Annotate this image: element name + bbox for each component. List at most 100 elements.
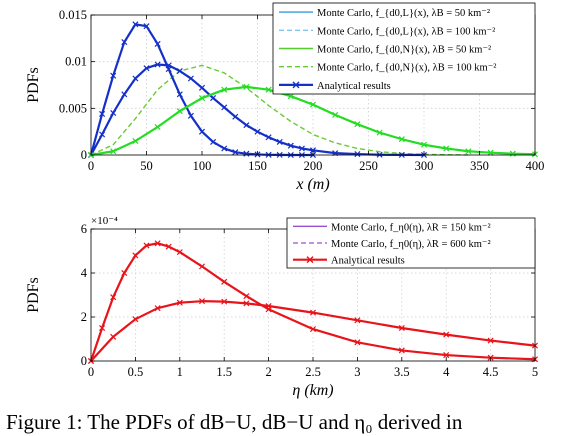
x-tick-label: 0.5 xyxy=(128,365,144,379)
y-tick-label: 0.01 xyxy=(65,55,87,69)
x-tick-label: 4 xyxy=(443,365,450,379)
analytical-marker xyxy=(309,147,317,154)
x-axis-label: η (km) xyxy=(292,382,333,399)
x-tick-label: 2 xyxy=(265,365,271,379)
analytical-marker xyxy=(265,86,272,93)
analytical-marker xyxy=(198,95,206,102)
analytical-marker xyxy=(332,111,339,118)
analytical-marker xyxy=(398,347,405,354)
analytical-marker xyxy=(376,129,383,136)
x-tick-label: 100 xyxy=(193,159,212,173)
analytical-marker xyxy=(187,75,194,82)
analytical-marker xyxy=(154,123,161,131)
y-tick-label: 0.015 xyxy=(59,8,87,22)
chart-panel-2: 0 0.5 1 1.5 2 2.5 3 3.5 4 4.5 5 0 2 4 6 ×10⁻⁴ η (km) PDFs… xyxy=(25,215,538,399)
legend-entry-label: Analytical results xyxy=(331,256,405,267)
legend-entry-label: Monte Carlo, f_{d0,L}(x), λB = 100 km⁻² xyxy=(317,26,495,37)
analytical-marker xyxy=(287,93,294,100)
analytical-marker xyxy=(398,136,405,143)
analytical-marker xyxy=(143,65,150,72)
legend-entry-label: Monte Carlo, f_{d0,N}(x), λB = 100 km⁻² xyxy=(317,63,496,74)
analytical-marker xyxy=(176,249,183,256)
legend-entry-label: Monte Carlo, f_{d0,L}(x), λB = 50 km⁻² xyxy=(317,8,490,19)
analytical-marker xyxy=(176,108,183,115)
analytical-marker xyxy=(210,138,217,145)
legend: Monte Carlo, f_η0(η), λR = 150 km⁻² Monte… xyxy=(286,217,536,269)
analytical-marker xyxy=(99,110,106,117)
x-tick-label: 50 xyxy=(140,159,153,173)
analytical-marker xyxy=(254,128,261,135)
x-tick-label: 5 xyxy=(532,365,538,379)
x-tick-label: 350 xyxy=(470,159,489,173)
analytical-marker xyxy=(232,113,239,120)
analytical-marker xyxy=(243,122,250,129)
analytical-marker xyxy=(221,298,228,305)
x-axis-label: x (m) xyxy=(295,176,329,193)
analytical-marker xyxy=(309,101,317,108)
analytical-marker xyxy=(309,309,317,316)
analytical-marker xyxy=(221,104,228,111)
analytical-marker xyxy=(154,40,161,47)
analytical-marker xyxy=(354,121,361,128)
analytical-marker xyxy=(509,150,516,157)
analytical-marker xyxy=(121,91,128,98)
analytical-marker xyxy=(243,150,250,157)
figure-caption: Figure 1: The PDFs of dB−U, dB−U and η₀ … xyxy=(6,410,463,434)
analytical-marker xyxy=(287,142,294,149)
analytical-marker xyxy=(443,352,450,359)
legend-entry-label: Monte Carlo, f_{d0,N}(x), λB = 50 km⁻² xyxy=(317,45,491,56)
chart-panel-1: 0 50 100 150 200 250 300 350 400 0 0.005 0.01 0.015 x… xyxy=(25,2,544,193)
analytical-marker xyxy=(487,337,494,344)
analytical-marker xyxy=(443,331,450,338)
analytical-marker xyxy=(198,298,206,305)
analytical-marker xyxy=(99,131,106,138)
y-axis-multiplier: ×10⁻⁴ xyxy=(91,215,118,227)
analytical-marker xyxy=(121,269,128,277)
legend-marker xyxy=(292,81,300,89)
analytical-marker xyxy=(110,148,117,155)
analytical-marker xyxy=(176,299,183,306)
analytical-marker xyxy=(221,278,228,285)
analytical-marker xyxy=(110,72,117,79)
analytical-marker xyxy=(110,109,117,117)
analytical-marker xyxy=(154,305,161,312)
y-tick-label: 0 xyxy=(81,354,87,368)
analytical-marker xyxy=(221,145,228,152)
x-tick-label: 300 xyxy=(415,159,434,173)
analytical-marker xyxy=(198,84,206,91)
x-tick-label: 1 xyxy=(177,365,183,379)
analytical-marker xyxy=(154,240,161,247)
analytical-marker xyxy=(132,137,139,145)
analytical-marker xyxy=(487,149,494,156)
analytical-marker xyxy=(132,316,139,323)
analytical-marker xyxy=(187,112,194,119)
analytical-marker xyxy=(176,91,183,98)
y-tick-label: 2 xyxy=(81,310,87,324)
y-axis-label: PDFs xyxy=(25,67,42,103)
analytical-marker xyxy=(443,145,450,152)
x-tick-label: 150 xyxy=(248,159,267,173)
legend-entry-label: Analytical results xyxy=(317,81,391,92)
x-tick-label: 3.5 xyxy=(394,365,410,379)
analytical-marker xyxy=(265,306,272,313)
analytical-marker xyxy=(132,75,139,82)
legend-entry-label: Monte Carlo, f_η0(η), λR = 600 km⁻² xyxy=(331,239,491,250)
analytical-marker xyxy=(110,333,117,340)
analytical-marker xyxy=(265,134,272,141)
analytical-marker xyxy=(198,128,206,135)
analytical-marker xyxy=(165,66,172,73)
analytical-marker xyxy=(354,151,361,158)
x-tick-label: 1.5 xyxy=(216,365,232,379)
legend-box xyxy=(272,2,536,95)
analytical-marker xyxy=(110,294,117,301)
analytical-marker xyxy=(221,86,228,93)
legend-marker xyxy=(306,256,314,264)
analytical-marker xyxy=(420,141,428,148)
series-line-4 xyxy=(90,64,469,156)
x-tick-label: 0 xyxy=(88,159,94,173)
x-tick-label: 250 xyxy=(359,159,378,173)
analytical-marker xyxy=(465,148,472,155)
legend-box xyxy=(286,217,536,269)
legend-entry-label: Monte Carlo, f_η0(η), λR = 150 km⁻² xyxy=(331,222,491,233)
analytical-marker xyxy=(298,145,305,152)
